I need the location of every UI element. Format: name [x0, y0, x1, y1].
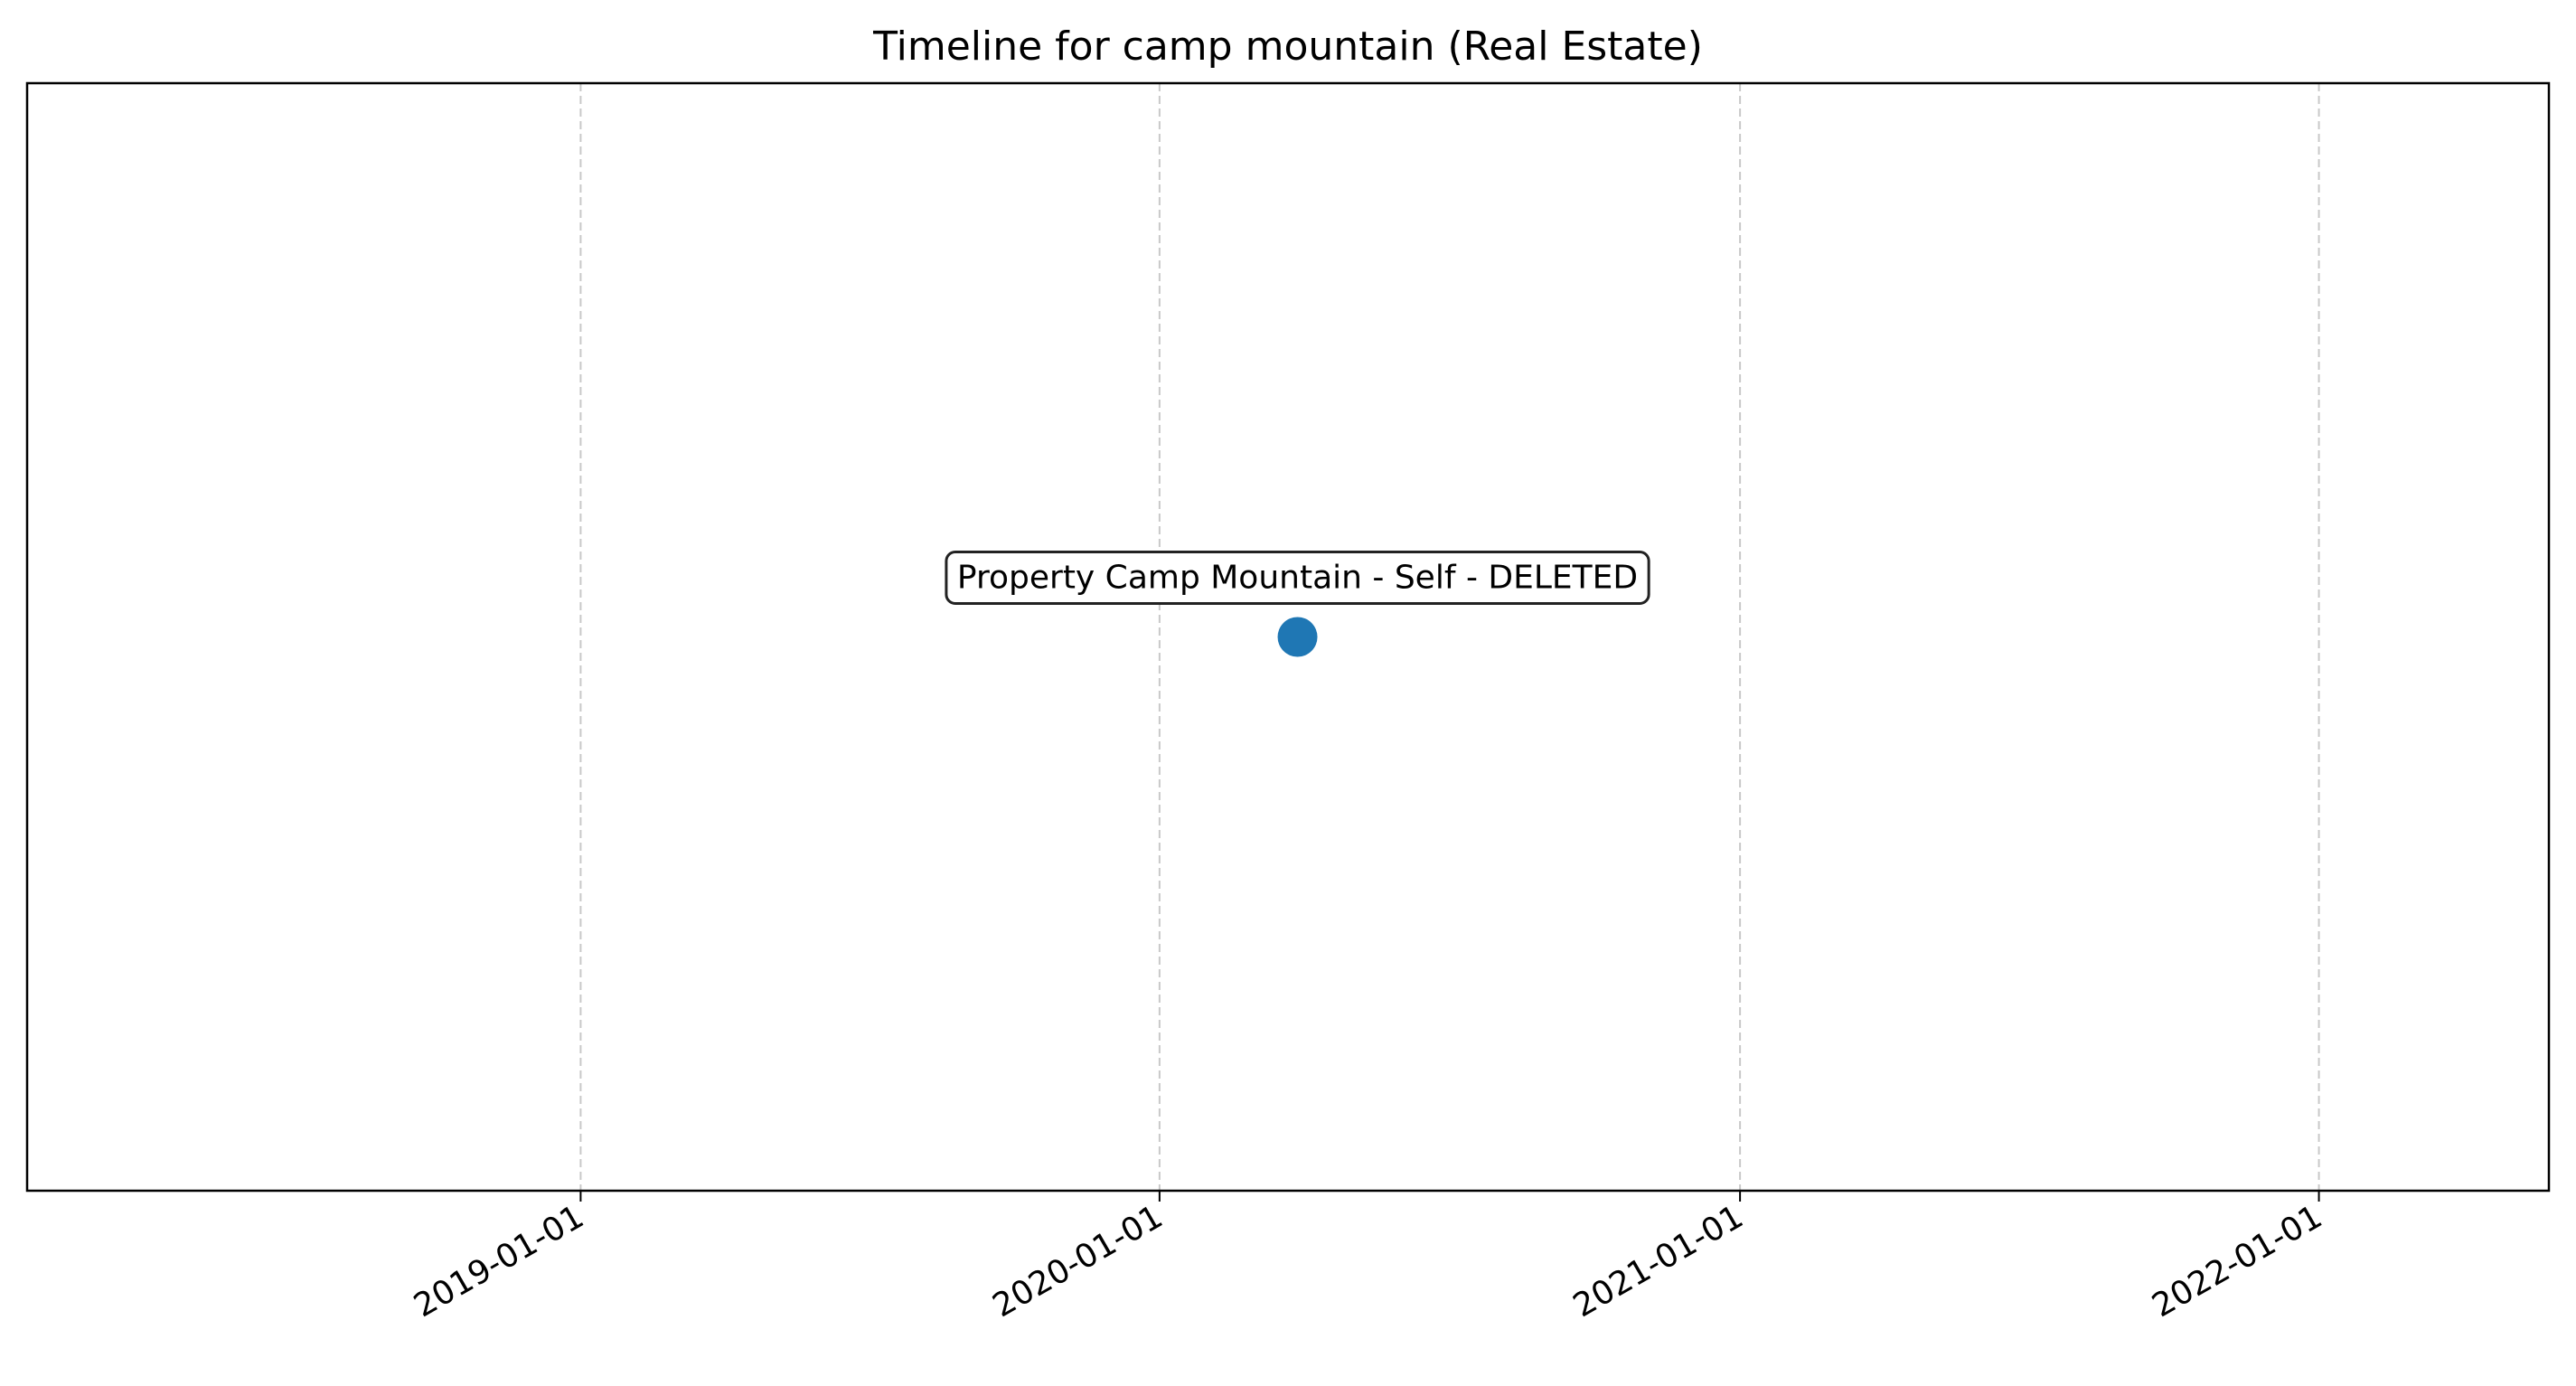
grid-lines	[579, 83, 2320, 1191]
event-label: Property Camp Mountain - Self - DELETED	[957, 560, 1638, 597]
x-tick-label: 2021-01-01	[1567, 1198, 1750, 1325]
event-annotation: Property Camp Mountain - Self - DELETED	[945, 551, 1650, 605]
chart-title: Timeline for camp mountain (Real Estate)	[872, 24, 1703, 70]
x-tick-label: 2022-01-01	[2146, 1198, 2328, 1325]
event-marker	[1277, 617, 1318, 657]
event-label-box	[945, 551, 1650, 605]
x-axis-ticks: 2019-01-01 2020-01-01 2021-01-01 2022-01-01	[408, 1191, 2328, 1325]
x-tick-label: 2019-01-01	[408, 1198, 590, 1325]
data-points: Property Camp Mountain - Self - DELETED	[945, 551, 1650, 657]
x-tick-label: 2020-01-01	[987, 1198, 1170, 1325]
plot-area-frame	[25, 81, 2551, 1193]
